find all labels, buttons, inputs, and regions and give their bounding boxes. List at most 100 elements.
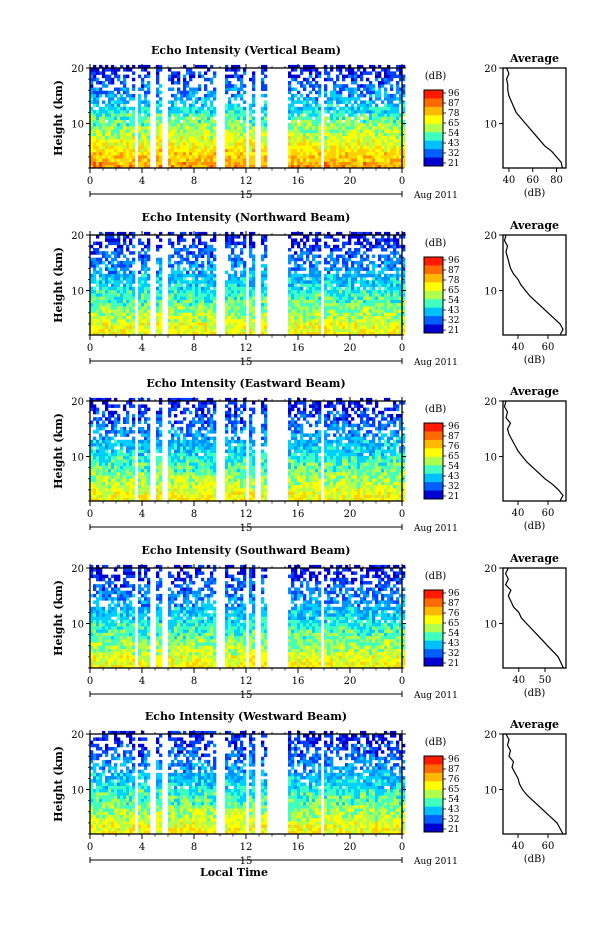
month-label: Aug 2011 (413, 191, 458, 201)
colorbar-tick-label: 21 (448, 159, 459, 169)
x-tick-label: 20 (344, 676, 357, 687)
x-tick-label: 16 (292, 176, 305, 187)
colorbar-segment (424, 658, 443, 667)
x-tick-label: 0 (87, 176, 93, 187)
y-tick-label: 10 (71, 786, 84, 797)
x-tick-label: 8 (191, 676, 197, 687)
y-tick-label: 10 (71, 287, 84, 298)
colorbar-segment (424, 299, 443, 308)
profile-y-tick-label: 20 (484, 397, 497, 408)
profile-x-tick-label: 60 (542, 841, 555, 852)
colorbar-tick-label: 87 (448, 99, 460, 109)
x-tick-label: 8 (191, 176, 197, 187)
y-tick-label: 20 (71, 564, 84, 575)
date-label: 15 (240, 357, 253, 368)
colorbar-tick-label: 65 (448, 619, 460, 629)
colorbar-segment (424, 90, 443, 99)
panel-title: Echo Intensity (Vertical Beam) (151, 44, 341, 57)
colorbar-segment (424, 607, 443, 616)
y-tick-label: 20 (71, 730, 84, 741)
profile-frame (503, 734, 566, 834)
x-tick-label: 16 (292, 676, 305, 687)
colorbar-segment (424, 807, 443, 816)
x-tick-label: 4 (139, 176, 145, 187)
colorbar-tick-label: 32 (448, 649, 459, 659)
profile-line (506, 568, 564, 668)
panel-2: Echo Intensity (Eastward Beam)1020Height… (52, 377, 566, 534)
y-axis-label: Height (km) (52, 413, 65, 489)
profile-title: Average (509, 718, 559, 731)
colorbar-tick-label: 76 (448, 442, 460, 452)
colorbar-segment (424, 291, 443, 300)
x-tick-label: 0 (399, 509, 405, 520)
colorbar-segment (424, 624, 443, 633)
colorbar-segment (424, 431, 443, 440)
x-tick-label: 16 (292, 509, 305, 520)
colorbar-tick-label: 21 (448, 326, 459, 336)
colorbar-tick-label: 65 (448, 286, 460, 296)
x-tick-label: 8 (191, 842, 197, 853)
colorbar-unit: (dB) (425, 404, 447, 415)
x-tick-label: 0 (87, 676, 93, 687)
x-tick-label: 20 (344, 176, 357, 187)
x-tick-label: 20 (344, 842, 357, 853)
colorbar-segment (424, 423, 443, 432)
colorbar-segment (424, 98, 443, 107)
month-label: Aug 2011 (413, 524, 458, 534)
y-tick-label: 10 (71, 120, 84, 131)
colorbar-segment (424, 773, 443, 782)
colorbar-segment (424, 756, 443, 765)
colorbar-segment (424, 615, 443, 624)
colorbar-tick-label: 96 (448, 755, 460, 765)
colorbar-segment (424, 316, 443, 325)
colorbar-tick-label: 43 (448, 139, 460, 149)
colorbar-tick-label: 87 (448, 599, 460, 609)
profile-y-tick-label: 20 (484, 730, 497, 741)
colorbar-segment (424, 641, 443, 650)
heatmap (90, 65, 405, 168)
profile-x-tick-label: 40 (503, 175, 516, 186)
x-tick-label: 0 (87, 842, 93, 853)
profile-x-tick-label: 40 (512, 342, 525, 353)
profile-title: Average (509, 52, 559, 65)
colorbar-tick-label: 43 (448, 306, 460, 316)
colorbar-segment (424, 308, 443, 317)
x-tick-label: 12 (240, 509, 253, 520)
colorbar-segment (424, 590, 443, 599)
colorbar-segment (424, 141, 443, 150)
colorbar-segment (424, 107, 443, 116)
colorbar-segment (424, 440, 443, 449)
x-tick-label: 4 (139, 343, 145, 354)
colorbar-tick-label: 87 (448, 765, 460, 775)
colorbar-unit: (dB) (425, 238, 447, 249)
profile-x-tick-label: 60 (542, 342, 555, 353)
colorbar-segment (424, 465, 443, 474)
colorbar-segment (424, 265, 443, 274)
colorbar-tick-label: 32 (448, 482, 459, 492)
colorbar-tick-label: 87 (448, 432, 460, 442)
x-tick-label: 0 (399, 343, 405, 354)
profile-x-tick-label: 40 (512, 841, 525, 852)
month-label: Aug 2011 (413, 358, 458, 368)
colorbar-tick-label: 54 (448, 296, 460, 306)
profile-x-label: (dB) (524, 854, 546, 865)
x-tick-label: 16 (292, 343, 305, 354)
profile-y-tick-label: 10 (484, 120, 497, 131)
heatmap (90, 232, 405, 335)
colorbar-tick-label: 96 (448, 256, 460, 266)
heatmap (90, 731, 405, 834)
colorbar-segment (424, 815, 443, 824)
x-tick-label: 12 (240, 676, 253, 687)
colorbar-tick-label: 65 (448, 452, 460, 462)
colorbar-tick-label: 96 (448, 89, 460, 99)
profile-y-tick-label: 20 (484, 64, 497, 75)
profile-x-tick-label: 40 (512, 508, 525, 519)
x-tick-label: 8 (191, 343, 197, 354)
profile-frame (503, 401, 566, 501)
profile-x-tick-label: 60 (542, 508, 555, 519)
colorbar-segment (424, 790, 443, 799)
colorbar-segment (424, 257, 443, 266)
